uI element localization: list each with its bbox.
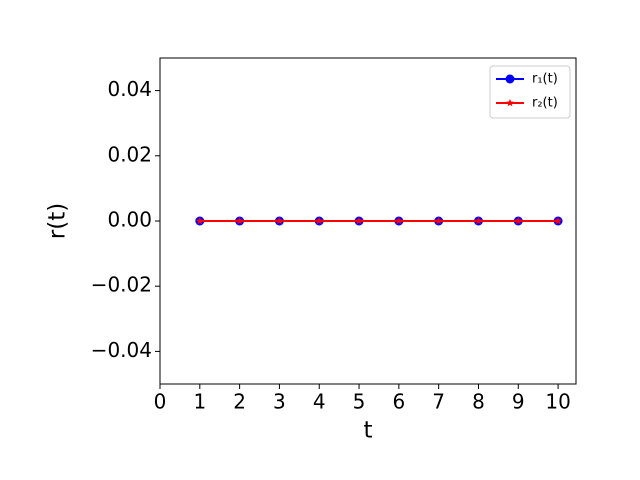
y-tick-label: 0.00 (107, 208, 152, 232)
marker (474, 217, 483, 225)
marker (315, 217, 323, 225)
y-axis-label: r(t) (45, 203, 71, 239)
x-tick-label: 10 (545, 390, 570, 414)
legend-label: r₂(t) (532, 96, 558, 111)
marker (514, 217, 523, 225)
marker (196, 217, 204, 225)
legend-box (489, 65, 571, 119)
marker (355, 217, 363, 225)
marker (235, 217, 244, 225)
x-tick-label: 0 (154, 390, 167, 414)
y-tick-label: 0.02 (107, 142, 152, 166)
marker (506, 99, 514, 107)
y-tick-label: −0.02 (91, 273, 152, 297)
x-tick-label: 8 (472, 390, 485, 414)
x-tick-label: 2 (233, 390, 246, 414)
x-tick-label: 4 (313, 390, 326, 414)
marker (434, 217, 443, 225)
x-tick-label: 1 (193, 390, 206, 414)
legend-label: r₁(t) (532, 72, 558, 87)
plot-frame (159, 57, 577, 385)
x-tick-label: 5 (353, 390, 366, 414)
marker (395, 217, 403, 225)
x-tick-label: 7 (432, 390, 445, 414)
x-tick-label: 9 (512, 390, 525, 414)
legend-marker (505, 74, 515, 84)
marker (554, 217, 562, 225)
x-axis-label: t (363, 418, 372, 444)
y-tick-label: 0.04 (107, 77, 152, 101)
x-tick-label: 6 (392, 390, 405, 414)
x-tick-label: 3 (273, 390, 286, 414)
marker (275, 217, 284, 225)
y-tick-label: −0.04 (91, 338, 152, 362)
